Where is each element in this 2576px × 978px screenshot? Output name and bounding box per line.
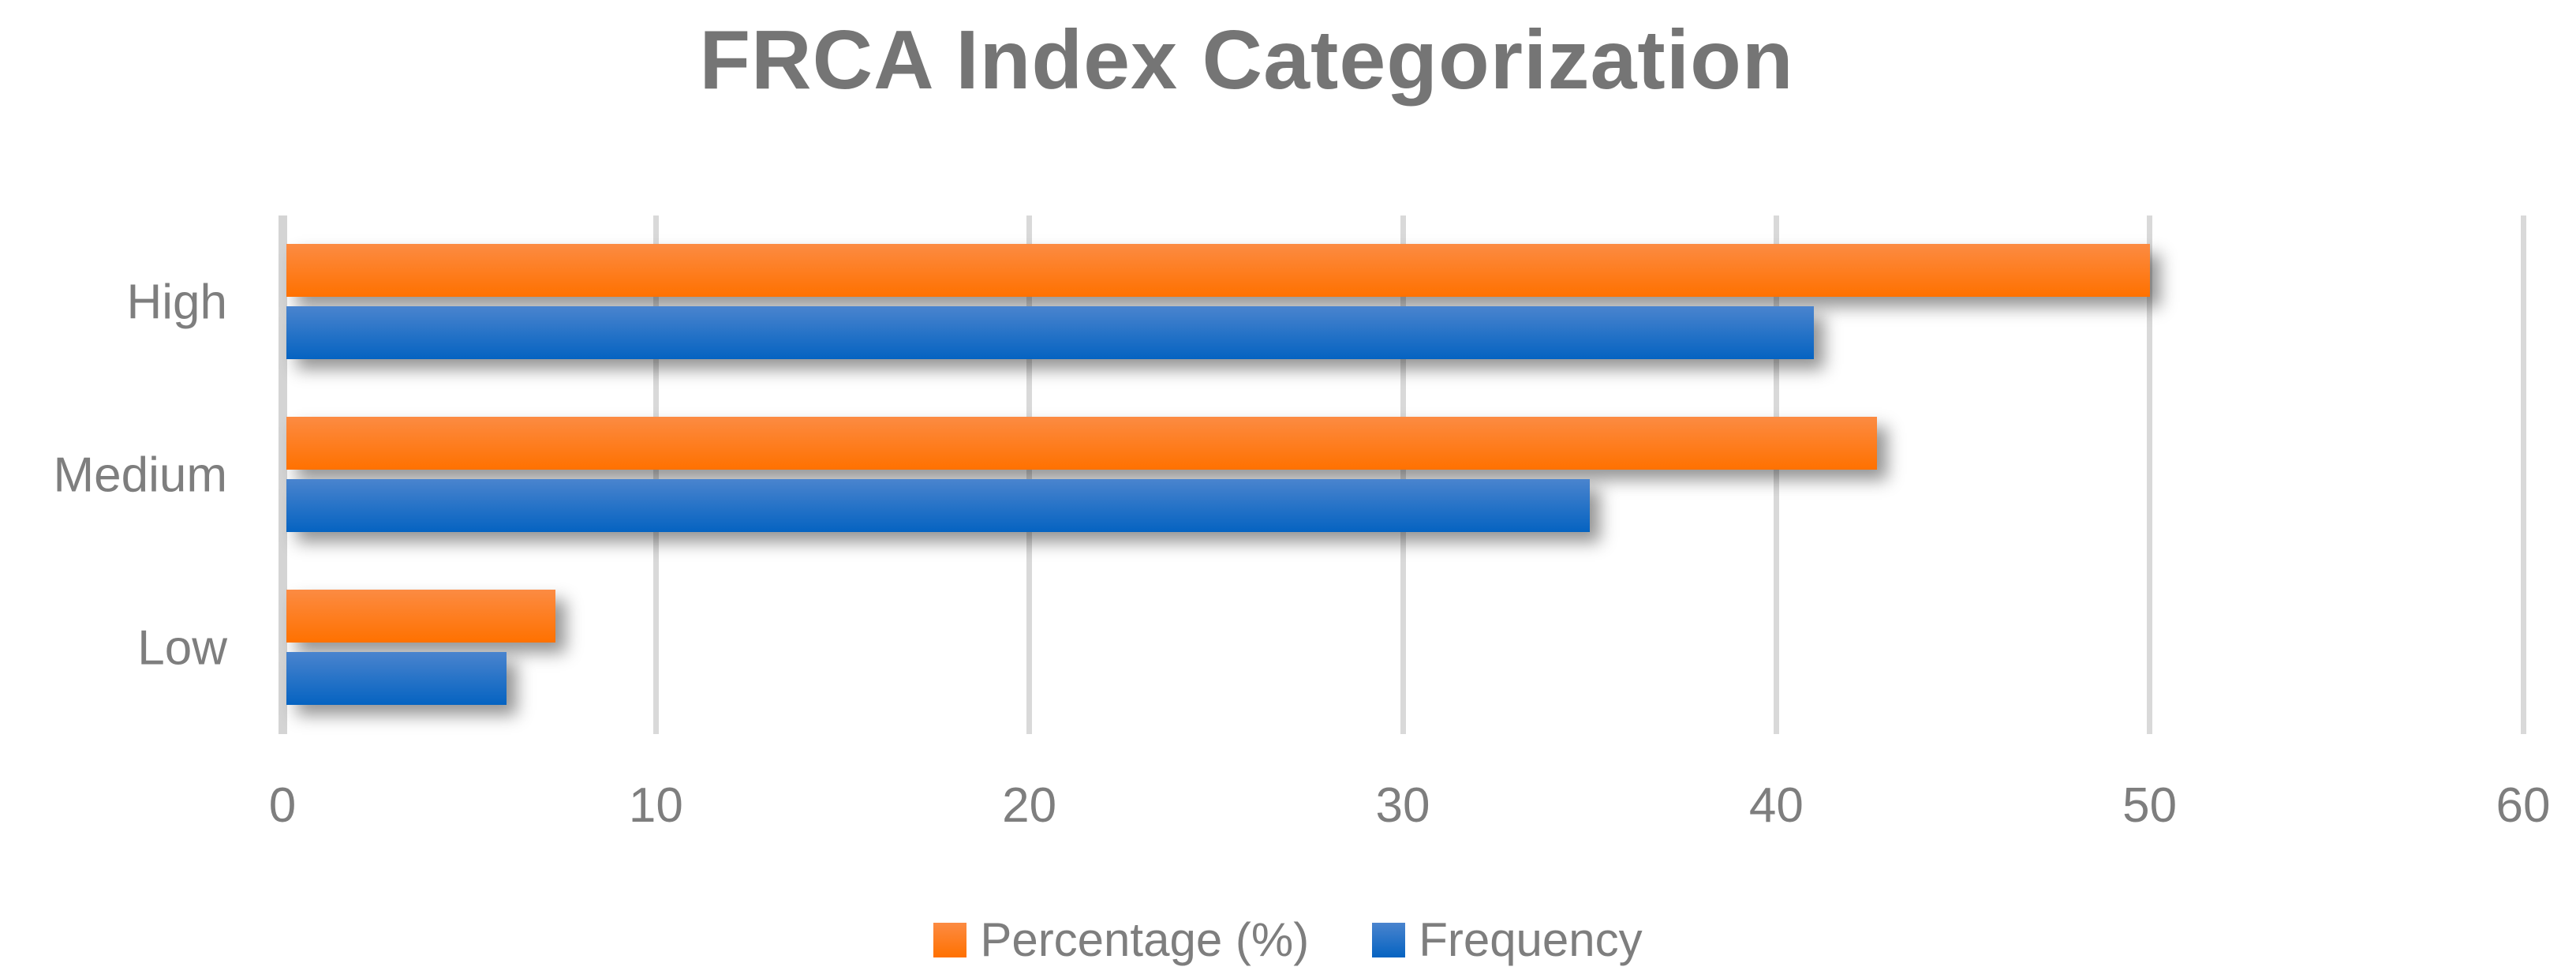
bar-percentage-low <box>286 590 555 643</box>
plot-area <box>278 215 2526 734</box>
gridline-x-30 <box>1400 215 1406 734</box>
legend-item-frequency: Frequency <box>1372 912 1643 967</box>
x-tick-label-30: 30 <box>1375 778 1430 833</box>
bar-percentage-high <box>286 244 2150 297</box>
category-axis-labels: High Medium Low <box>0 215 227 734</box>
x-tick-label-50: 50 <box>2122 778 2178 833</box>
category-label-low: Low <box>137 620 227 675</box>
x-tick-label-20: 20 <box>1002 778 1057 833</box>
x-axis-tick-labels: 0 10 20 30 40 50 60 <box>269 778 2551 837</box>
category-axis-line <box>278 215 287 734</box>
category-label-high: High <box>126 275 227 329</box>
gridline-x-60 <box>2520 215 2526 734</box>
x-tick-label-40: 40 <box>1748 778 1804 833</box>
category-label-medium: Medium <box>53 448 227 502</box>
legend-item-percentage: Percentage (%) <box>933 912 1309 967</box>
legend-label-percentage: Percentage (%) <box>980 913 1310 966</box>
bar-frequency-low <box>286 652 507 705</box>
legend: Percentage (%) Frequency <box>0 912 2576 967</box>
chart-title: FRCA Index Categorization <box>699 13 1794 107</box>
x-tick-label-60: 60 <box>2496 778 2551 833</box>
x-tick-label-10: 10 <box>628 778 683 833</box>
x-tick-label-0: 0 <box>268 778 297 833</box>
legend-swatch-frequency <box>1372 922 1406 957</box>
bar-frequency-high <box>286 306 1814 359</box>
gridline-x-10 <box>652 215 659 734</box>
gridline-x-50 <box>2147 215 2153 734</box>
gridline-x-40 <box>1773 215 1779 734</box>
legend-swatch-percentage <box>933 922 967 957</box>
bar-frequency-medium <box>286 479 1590 532</box>
legend-label-frequency: Frequency <box>1419 913 1643 966</box>
bar-percentage-medium <box>286 417 1878 470</box>
gridline-x-20 <box>1026 215 1033 734</box>
